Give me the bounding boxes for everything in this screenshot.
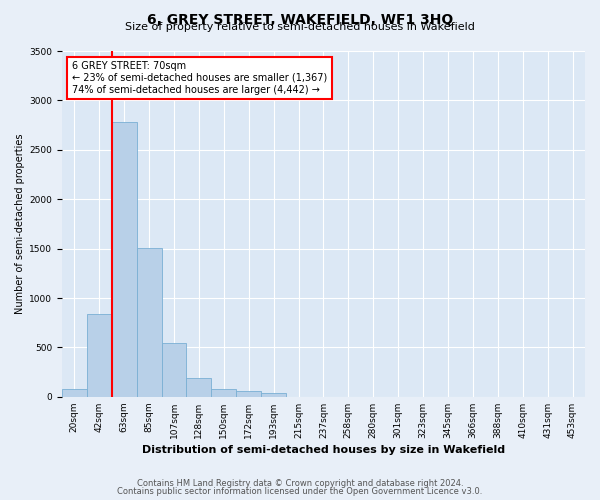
Text: Size of property relative to semi-detached houses in Wakefield: Size of property relative to semi-detach… — [125, 22, 475, 32]
Bar — [211, 390, 236, 397]
Bar — [261, 394, 286, 397]
Bar — [137, 248, 161, 397]
Bar — [236, 392, 261, 397]
Y-axis label: Number of semi-detached properties: Number of semi-detached properties — [15, 134, 25, 314]
Bar — [187, 378, 211, 397]
X-axis label: Distribution of semi-detached houses by size in Wakefield: Distribution of semi-detached houses by … — [142, 445, 505, 455]
Bar — [112, 122, 137, 397]
Text: 6, GREY STREET, WAKEFIELD, WF1 3HQ: 6, GREY STREET, WAKEFIELD, WF1 3HQ — [147, 12, 453, 26]
Bar — [161, 343, 187, 397]
Text: 6 GREY STREET: 70sqm
← 23% of semi-detached houses are smaller (1,367)
74% of se: 6 GREY STREET: 70sqm ← 23% of semi-detac… — [73, 62, 328, 94]
Text: Contains HM Land Registry data © Crown copyright and database right 2024.: Contains HM Land Registry data © Crown c… — [137, 478, 463, 488]
Bar — [62, 389, 87, 397]
Text: Contains public sector information licensed under the Open Government Licence v3: Contains public sector information licen… — [118, 487, 482, 496]
Bar — [87, 314, 112, 397]
